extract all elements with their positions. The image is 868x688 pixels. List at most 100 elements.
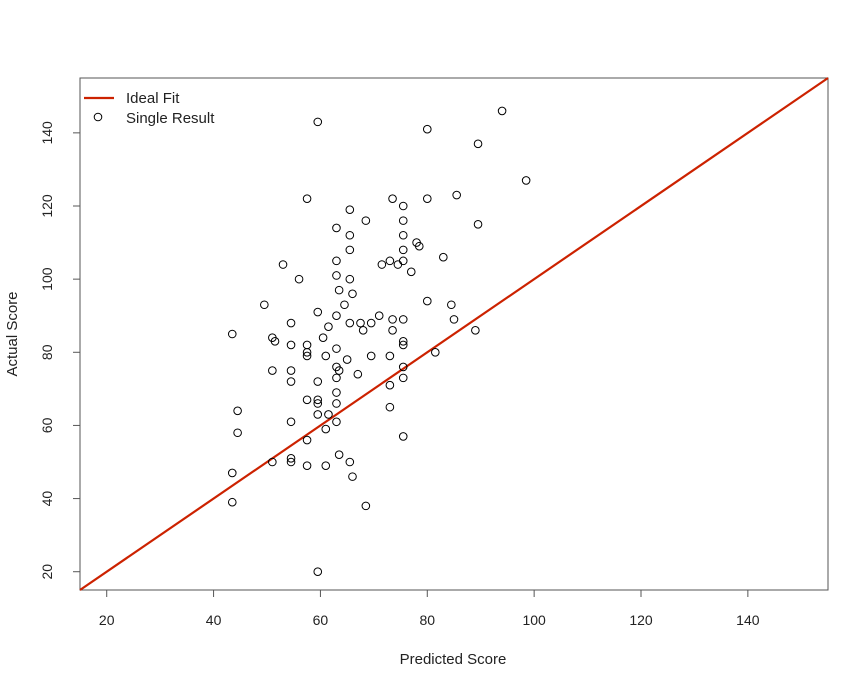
y-axis-title: Actual Score <box>4 291 21 376</box>
y-tick-label: 60 <box>39 417 55 433</box>
legend-single-result-label: Single Result <box>126 110 215 127</box>
data-point <box>332 223 341 233</box>
data-points <box>227 106 531 577</box>
data-point <box>366 351 376 361</box>
y-tick-label: 40 <box>39 491 55 507</box>
data-point <box>302 435 312 445</box>
data-point <box>398 340 408 350</box>
data-point <box>366 318 376 328</box>
data-point <box>324 410 333 419</box>
ideal-fit-line <box>79 77 829 591</box>
data-point <box>302 395 312 405</box>
legend-single-result-marker <box>93 112 103 122</box>
legend: Ideal Fit Single Result <box>84 90 215 127</box>
data-point <box>398 373 408 383</box>
data-point <box>361 501 371 511</box>
data-point <box>313 377 323 386</box>
y-tick-label: 20 <box>39 564 55 580</box>
data-point <box>302 340 312 350</box>
data-point <box>332 373 341 383</box>
data-point <box>377 260 387 269</box>
data-point <box>374 311 384 321</box>
data-point <box>406 267 416 277</box>
data-point <box>332 256 341 266</box>
data-point <box>313 307 323 317</box>
data-point <box>342 355 352 364</box>
data-point <box>398 337 408 346</box>
data-point <box>345 205 355 214</box>
data-point <box>302 194 312 203</box>
data-point <box>302 461 312 470</box>
data-point <box>353 369 363 379</box>
data-point <box>422 296 432 306</box>
data-point <box>356 318 365 328</box>
data-point <box>398 201 408 211</box>
x-axis-title: Predicted Score <box>400 651 507 668</box>
data-point <box>313 410 323 419</box>
data-point <box>324 322 333 331</box>
data-point <box>398 216 408 225</box>
data-point <box>422 124 432 134</box>
data-point <box>361 216 371 225</box>
plot-frame <box>79 77 829 591</box>
data-point <box>286 454 296 463</box>
data-point <box>332 399 341 408</box>
data-point <box>286 457 296 467</box>
data-point <box>286 340 296 350</box>
data-point <box>286 366 296 375</box>
y-axis: 20 40 60 80 100 120 140 <box>39 121 80 580</box>
data-point <box>473 139 483 149</box>
data-point <box>321 351 331 361</box>
data-point <box>278 260 288 269</box>
data-point <box>318 333 328 342</box>
data-point <box>388 315 397 324</box>
data-point <box>332 388 341 397</box>
y-tick-label: 80 <box>39 344 55 360</box>
data-point <box>521 176 531 185</box>
data-point <box>393 260 403 269</box>
data-point <box>268 457 277 467</box>
data-point <box>332 311 341 321</box>
data-point <box>449 315 459 324</box>
data-point <box>227 497 237 507</box>
data-point <box>270 337 280 346</box>
data-point <box>358 326 368 335</box>
data-point <box>345 245 355 255</box>
data-point <box>302 347 312 357</box>
y-tick-label: 100 <box>39 267 55 291</box>
data-point <box>332 344 341 353</box>
data-point <box>398 245 408 255</box>
x-tick-label: 40 <box>206 612 222 628</box>
data-point <box>313 567 323 577</box>
data-point <box>385 380 395 390</box>
data-point <box>398 315 408 324</box>
data-point <box>302 351 312 361</box>
legend-ideal-fit-label: Ideal Fit <box>126 90 180 107</box>
data-point <box>431 347 440 357</box>
data-point <box>332 417 341 427</box>
data-point <box>447 300 456 310</box>
x-tick-label: 120 <box>629 612 653 628</box>
data-point <box>313 117 323 127</box>
data-point <box>348 289 357 299</box>
data-point <box>334 366 344 375</box>
data-point <box>286 377 296 386</box>
x-tick-label: 100 <box>522 612 546 628</box>
data-point <box>227 468 237 478</box>
data-point <box>313 395 323 405</box>
x-tick-label: 80 <box>419 612 435 628</box>
data-point <box>471 326 480 335</box>
data-point <box>294 274 304 284</box>
data-point <box>233 428 242 438</box>
data-point <box>260 300 269 310</box>
y-tick-label: 120 <box>39 194 55 218</box>
data-point <box>439 252 448 262</box>
data-point <box>348 472 357 481</box>
data-point <box>321 461 331 470</box>
data-point <box>422 194 432 203</box>
data-point <box>334 285 344 295</box>
data-point <box>286 417 296 427</box>
data-point <box>321 424 331 434</box>
data-point <box>227 329 237 339</box>
